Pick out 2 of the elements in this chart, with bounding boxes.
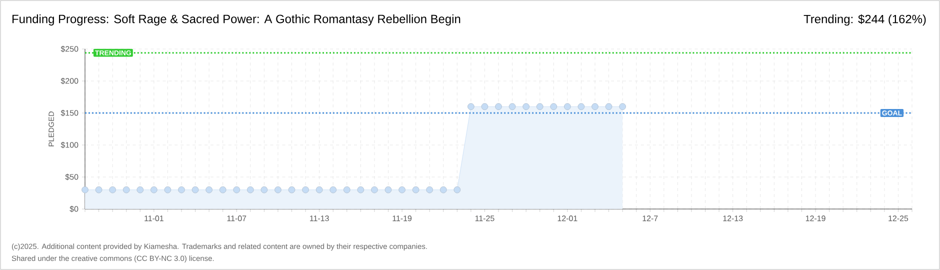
chart-title: Funding Progress: Soft Rage & Sacred Power: A Gothic Romantasy Rebellion Begin xyxy=(12,14,460,26)
chart-subtitle: Trending: $244 (162%) xyxy=(804,14,926,26)
